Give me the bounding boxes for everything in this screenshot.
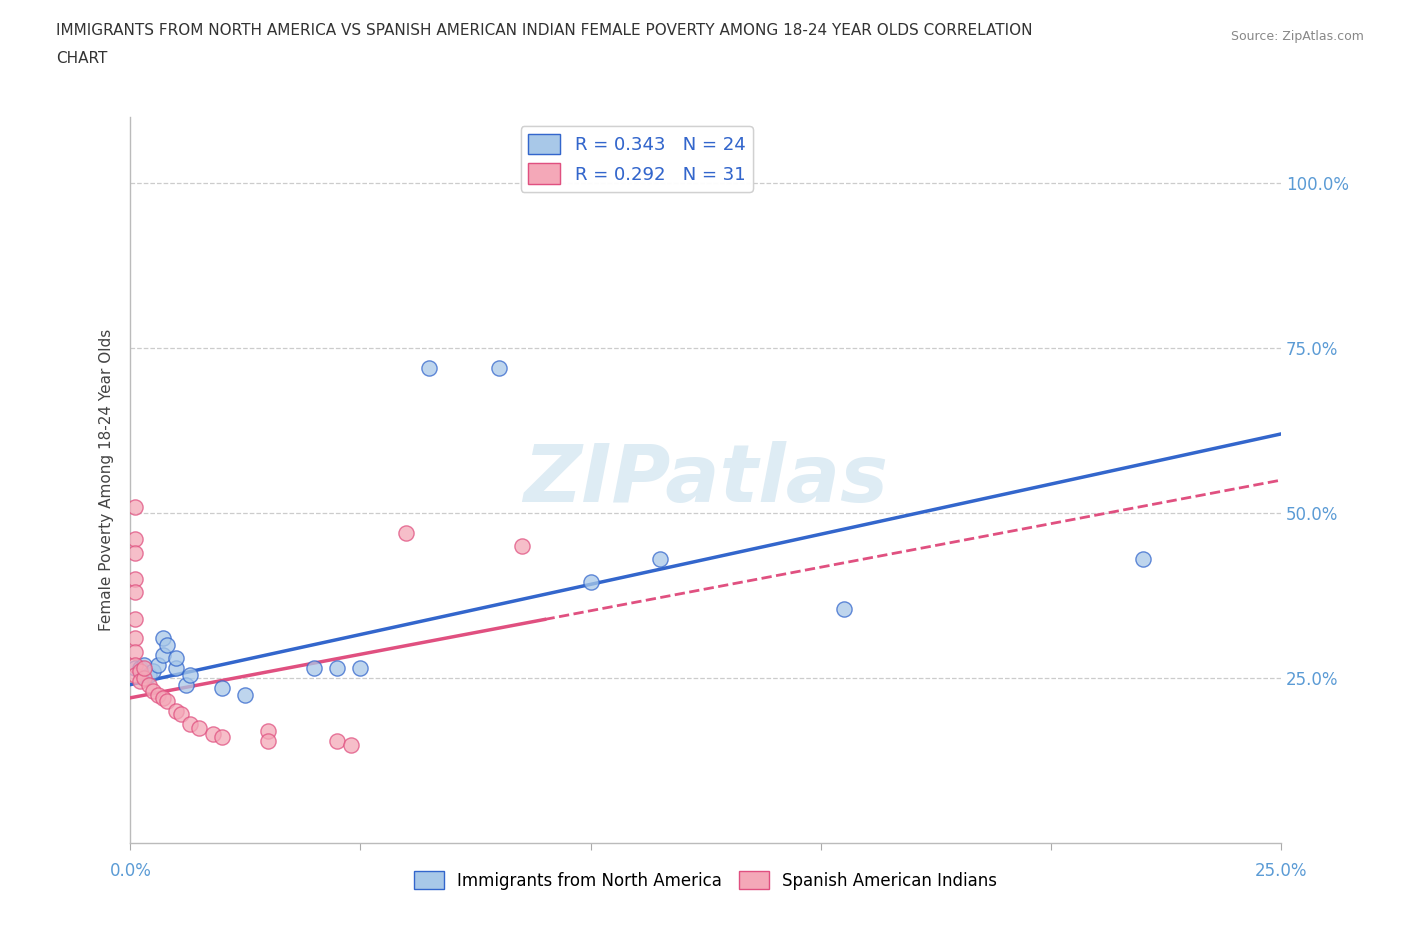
Point [257, 733, 280, 748]
Point [124, 644, 146, 659]
Legend: R = 0.343   N = 24, R = 0.292   N = 31: R = 0.343 N = 24, R = 0.292 N = 31 [520, 126, 752, 192]
Point [211, 730, 233, 745]
Point [124, 668, 146, 683]
Point [134, 658, 156, 672]
Point [124, 545, 146, 560]
Point [124, 631, 146, 646]
Point [648, 551, 671, 566]
Point [124, 658, 146, 672]
Text: Source: ZipAtlas.com: Source: ZipAtlas.com [1230, 30, 1364, 43]
Point [188, 720, 211, 735]
Y-axis label: Female Poverty Among 18-24 Year Olds: Female Poverty Among 18-24 Year Olds [100, 329, 114, 631]
Point [349, 660, 371, 675]
Point [304, 660, 326, 675]
Point [156, 694, 179, 709]
Text: 25.0%: 25.0% [1254, 861, 1308, 880]
Point [124, 585, 146, 600]
Point [257, 724, 280, 738]
Point [488, 361, 510, 376]
Point [165, 660, 187, 675]
Point [174, 677, 197, 692]
Point [326, 733, 349, 748]
Point [128, 674, 150, 689]
Point [832, 602, 855, 617]
Point [124, 532, 146, 547]
Point [152, 631, 174, 646]
Point [134, 660, 156, 675]
Point [202, 726, 225, 741]
Point [179, 668, 201, 683]
Point [152, 647, 174, 662]
Point [124, 572, 146, 587]
Point [142, 684, 165, 698]
Text: 0.0%: 0.0% [110, 861, 152, 880]
Point [1132, 551, 1154, 566]
Point [165, 651, 187, 666]
Point [134, 671, 156, 685]
Point [146, 658, 169, 672]
Point [395, 525, 418, 540]
Point [124, 611, 146, 626]
Point [128, 664, 150, 679]
Text: ZIPatlas: ZIPatlas [523, 441, 889, 519]
Point [326, 660, 349, 675]
Point [179, 717, 201, 732]
Point [211, 681, 233, 696]
Point [142, 664, 165, 679]
Point [124, 499, 146, 514]
Point [510, 538, 533, 553]
Point [152, 690, 174, 705]
Point [138, 668, 160, 683]
Point [165, 704, 187, 719]
Point [418, 361, 440, 376]
Point [156, 638, 179, 653]
Point [235, 687, 257, 702]
Point [146, 687, 169, 702]
Point [579, 575, 602, 590]
Point [170, 707, 193, 722]
Text: CHART: CHART [56, 51, 108, 66]
Point [124, 660, 146, 675]
Text: IMMIGRANTS FROM NORTH AMERICA VS SPANISH AMERICAN INDIAN FEMALE POVERTY AMONG 18: IMMIGRANTS FROM NORTH AMERICA VS SPANISH… [56, 23, 1033, 38]
Point [340, 737, 363, 752]
Point [128, 660, 150, 675]
Point [138, 677, 160, 692]
